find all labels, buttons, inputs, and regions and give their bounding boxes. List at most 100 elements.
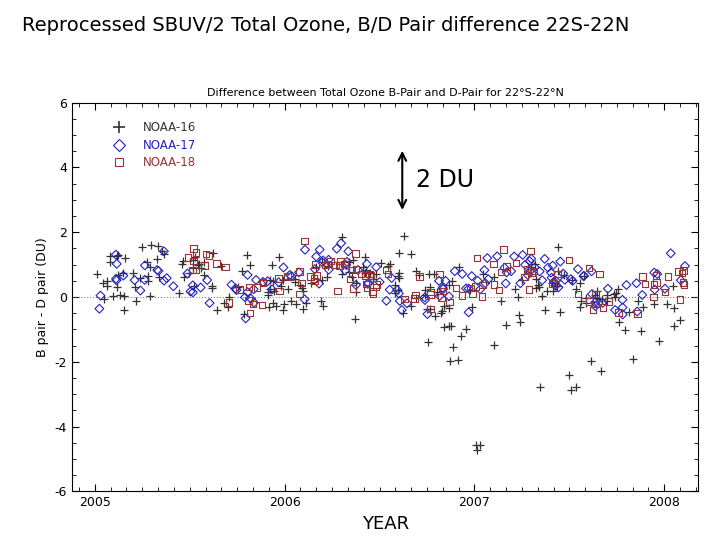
NOAA-18 <box>243 296 254 305</box>
NOAA-17 <box>565 275 577 284</box>
NOAA-17 <box>419 293 431 302</box>
NOAA-16 <box>423 269 435 278</box>
NOAA-16 <box>136 242 148 251</box>
NOAA-17 <box>482 254 493 262</box>
NOAA-17 <box>649 285 660 294</box>
NOAA-17 <box>547 261 559 270</box>
NOAA-17 <box>352 266 364 274</box>
NOAA-18 <box>552 270 563 279</box>
NOAA-18 <box>199 261 210 270</box>
NOAA-17 <box>480 279 491 287</box>
NOAA-18 <box>371 280 382 289</box>
NOAA-16 <box>627 355 639 364</box>
NOAA-17 <box>111 260 122 268</box>
NOAA-16 <box>118 306 130 314</box>
NOAA-16 <box>176 259 188 268</box>
NOAA-16 <box>596 294 608 303</box>
NOAA-18 <box>637 272 649 281</box>
NOAA-18 <box>525 247 536 255</box>
NOAA-17 <box>505 267 517 275</box>
NOAA-16 <box>445 322 456 330</box>
NOAA-18 <box>676 269 688 278</box>
NOAA-16 <box>357 263 369 272</box>
NOAA-17 <box>139 261 150 269</box>
NOAA-17 <box>323 255 334 264</box>
NOAA-16 <box>580 294 592 302</box>
NOAA-16 <box>592 286 603 295</box>
NOAA-18 <box>366 287 378 296</box>
NOAA-17 <box>617 295 629 304</box>
NOAA-17 <box>636 291 648 299</box>
NOAA-16 <box>633 296 644 305</box>
NOAA-16 <box>187 264 199 273</box>
NOAA-16 <box>592 294 603 303</box>
NOAA-16 <box>297 287 309 295</box>
NOAA-17 <box>392 286 403 294</box>
NOAA-17 <box>665 249 677 258</box>
NOAA-18 <box>188 245 199 253</box>
NOAA-16 <box>419 290 431 299</box>
NOAA-18 <box>247 300 258 308</box>
NOAA-18 <box>660 288 671 296</box>
NOAA-18 <box>365 271 377 280</box>
NOAA-16 <box>566 275 577 284</box>
NOAA-16 <box>238 310 249 319</box>
NOAA-18 <box>257 279 269 287</box>
NOAA-18 <box>325 256 336 265</box>
NOAA-16 <box>130 283 141 292</box>
NOAA-16 <box>189 281 200 290</box>
NOAA-18 <box>477 280 488 289</box>
NOAA-16 <box>350 288 361 296</box>
NOAA-16 <box>343 257 355 266</box>
NOAA-16 <box>222 303 234 312</box>
NOAA-18 <box>613 308 624 317</box>
NOAA-17 <box>323 265 335 274</box>
NOAA-17 <box>567 276 578 285</box>
NOAA-16 <box>435 308 446 317</box>
NOAA-16 <box>466 302 477 311</box>
NOAA-16 <box>241 251 253 260</box>
NOAA-18 <box>584 298 595 306</box>
NOAA-18 <box>590 300 601 308</box>
NOAA-16 <box>488 273 500 282</box>
NOAA-16 <box>602 297 613 306</box>
NOAA-16 <box>392 271 404 280</box>
NOAA-16 <box>398 232 410 240</box>
NOAA-17 <box>460 284 472 293</box>
NOAA-17 <box>542 264 554 272</box>
NOAA-16 <box>477 269 489 278</box>
NOAA-16 <box>422 305 433 314</box>
Y-axis label: B pair - D pair (DU): B pair - D pair (DU) <box>36 237 49 357</box>
NOAA-17 <box>262 277 274 286</box>
NOAA-18 <box>399 295 410 303</box>
NOAA-17 <box>491 252 503 261</box>
NOAA-17 <box>419 296 431 305</box>
NOAA-16 <box>405 249 417 258</box>
NOAA-18 <box>467 289 478 298</box>
NOAA-18 <box>598 303 609 312</box>
NOAA-18 <box>425 305 436 313</box>
NOAA-16 <box>276 281 287 290</box>
NOAA-18 <box>243 282 255 291</box>
NOAA-17 <box>617 303 629 312</box>
NOAA-17 <box>94 305 105 313</box>
NOAA-18 <box>234 285 246 294</box>
NOAA-16 <box>460 325 472 333</box>
NOAA-16 <box>156 247 168 256</box>
NOAA-16 <box>277 306 289 314</box>
NOAA-16 <box>382 261 394 270</box>
NOAA-18 <box>367 289 379 298</box>
NOAA-17 <box>331 245 343 253</box>
NOAA-18 <box>272 274 284 283</box>
NOAA-17 <box>242 288 253 296</box>
NOAA-16 <box>585 356 597 365</box>
NOAA-17 <box>168 282 179 291</box>
NOAA-16 <box>595 367 606 375</box>
NOAA-16 <box>392 286 404 295</box>
NOAA-17 <box>534 267 546 276</box>
NOAA-17 <box>185 287 197 296</box>
NOAA-16 <box>547 287 559 295</box>
NOAA-16 <box>488 340 500 349</box>
NOAA-16 <box>530 274 541 283</box>
NOAA-16 <box>370 269 382 278</box>
